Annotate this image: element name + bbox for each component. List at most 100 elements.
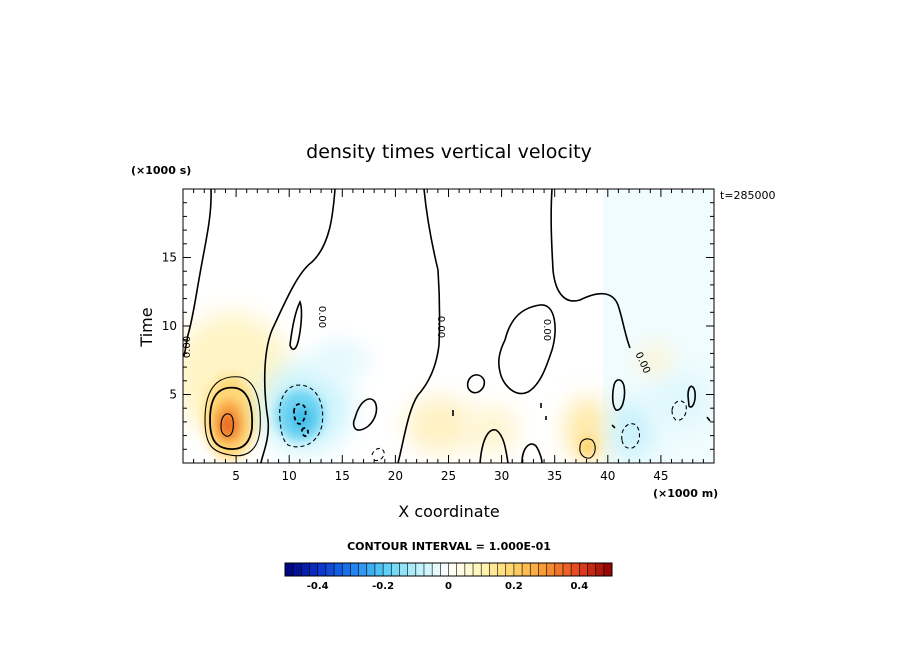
colorbar-swatch bbox=[350, 563, 359, 576]
colorbar-tick-label: 0 bbox=[445, 581, 452, 592]
negative-contour-42 bbox=[621, 423, 641, 449]
contour-lines bbox=[183, 189, 711, 463]
chart-title: density times vertical velocity bbox=[306, 141, 592, 163]
x-tick-label: 25 bbox=[441, 469, 456, 483]
colorbar-tick-label: 0.2 bbox=[505, 581, 523, 592]
warm-patch-25 bbox=[406, 397, 474, 453]
zero-contour-33-bottom bbox=[521, 443, 543, 463]
colorbar-swatch bbox=[440, 563, 449, 576]
x-tick-label: 45 bbox=[653, 469, 668, 483]
contour-label: 0.00 bbox=[316, 306, 327, 328]
colorbar-tick-label: -0.4 bbox=[307, 581, 329, 592]
colorbar-swatch bbox=[415, 563, 425, 576]
colorbar-swatch bbox=[317, 563, 327, 576]
zero-contour-25-spot bbox=[466, 374, 486, 394]
colorbar-swatch bbox=[603, 563, 613, 576]
colorbar-swatch bbox=[505, 563, 515, 576]
colorbar-swatch bbox=[546, 563, 556, 576]
colorbar-swatch bbox=[383, 563, 392, 576]
dashed-contours bbox=[279, 384, 687, 462]
colorbar-swatch bbox=[530, 563, 539, 576]
colorbar-swatch bbox=[579, 563, 588, 576]
colorbar-swatch bbox=[358, 563, 368, 576]
colorbar-swatch bbox=[513, 563, 523, 576]
negative-contour-18 bbox=[371, 447, 385, 462]
colorbar-swatch bbox=[407, 563, 417, 576]
zero-contour-loop-10 bbox=[289, 299, 303, 351]
positive-contour-0.1 bbox=[204, 376, 261, 457]
colorbar-tick-label: -0.2 bbox=[372, 581, 394, 592]
colorbar-swatch bbox=[334, 563, 343, 576]
cool-patch-42 bbox=[610, 400, 654, 460]
colorbar-swatch bbox=[374, 563, 384, 576]
colorbar-swatch bbox=[522, 563, 531, 576]
zero-contour-20 bbox=[352, 398, 378, 431]
colorbar-swatch bbox=[489, 563, 498, 576]
zero-contour-dots bbox=[452, 403, 711, 429]
colorbar-swatch bbox=[301, 563, 310, 576]
cool-patch-46 bbox=[650, 372, 710, 428]
x-axis-units: (×1000 m) bbox=[653, 487, 718, 500]
colorbar: -0.4 -0.2 0 0.2 0.4 bbox=[284, 562, 613, 592]
cool-core-inner bbox=[292, 406, 312, 430]
colorbar-swatch bbox=[587, 563, 596, 576]
x-axis-label: X coordinate bbox=[398, 502, 499, 521]
colorbar-swatch bbox=[562, 563, 572, 576]
y-axis-units: (×1000 s) bbox=[131, 164, 191, 177]
x-tick-label: 10 bbox=[282, 469, 297, 483]
colorbar-swatch bbox=[473, 563, 482, 576]
x-ticks: 5 10 15 20 25 30 35 40 45 bbox=[193, 189, 704, 483]
contour-label: 0.00 bbox=[182, 336, 193, 358]
warm-spot-38 bbox=[579, 437, 597, 457]
y-tick-label: 15 bbox=[162, 251, 177, 265]
zero-contour-left bbox=[183, 189, 212, 357]
zero-contour-upper bbox=[260, 189, 336, 463]
x-tick-label: 20 bbox=[388, 469, 403, 483]
x-tick-label: 35 bbox=[547, 469, 562, 483]
positive-contour-38 bbox=[579, 438, 596, 459]
x-tick-label: 15 bbox=[335, 469, 350, 483]
colorbar-swatch bbox=[595, 563, 605, 576]
colorbar-swatch bbox=[423, 563, 433, 576]
zero-contour-47 bbox=[687, 385, 696, 408]
colorbar-swatch bbox=[293, 563, 302, 576]
colorbar-swatch bbox=[391, 563, 400, 576]
colorbar-swatch bbox=[481, 563, 490, 576]
positive-contour-0.2 bbox=[209, 386, 254, 450]
zero-contour-22 bbox=[397, 189, 441, 463]
heatmap-field: 0.00 0.00 0.00 0.00 0.00 bbox=[182, 189, 714, 463]
zero-contour-42 bbox=[611, 379, 626, 411]
colorbar-swatch bbox=[342, 563, 351, 576]
colorbar-swatch bbox=[571, 563, 580, 576]
y-tick-label: 10 bbox=[162, 319, 177, 333]
negative-contour-0.1 bbox=[279, 384, 324, 448]
colorbar-swatch bbox=[366, 563, 376, 576]
colorbar-swatch bbox=[538, 563, 547, 576]
colorbar-swatch bbox=[325, 563, 335, 576]
colorbar-swatch bbox=[554, 563, 564, 576]
x-tick-label: 5 bbox=[232, 469, 240, 483]
colorbar-swatch bbox=[399, 563, 408, 576]
y-axis-label: Time bbox=[137, 307, 156, 347]
colorbar-swatch bbox=[285, 563, 294, 576]
negative-contour-0.2 bbox=[293, 403, 310, 437]
zero-contour-30-loop bbox=[498, 304, 556, 395]
y-ticks: 5 10 15 bbox=[162, 202, 714, 450]
cool-patch-12 bbox=[310, 342, 370, 378]
colorbar-swatch bbox=[309, 563, 318, 576]
contour-interval-label: CONTOUR INTERVAL = 1.000E-01 bbox=[347, 540, 551, 553]
y-tick-label: 5 bbox=[169, 388, 177, 402]
colorbar-swatch bbox=[456, 563, 466, 576]
contour-label: 0.00 bbox=[435, 316, 446, 338]
zero-contour-35 bbox=[550, 189, 631, 349]
x-tick-label: 30 bbox=[494, 469, 509, 483]
contour-label: 0.00 bbox=[541, 319, 552, 341]
x-tick-label: 40 bbox=[600, 469, 615, 483]
colorbar-swatch bbox=[432, 563, 441, 576]
warm-patch-44 bbox=[639, 346, 671, 374]
colorbar-swatch bbox=[448, 563, 457, 576]
colorbar-swatch bbox=[464, 563, 474, 576]
colorbar-frame bbox=[284, 562, 613, 577]
colorbar-tick-label: 0.4 bbox=[570, 581, 588, 592]
